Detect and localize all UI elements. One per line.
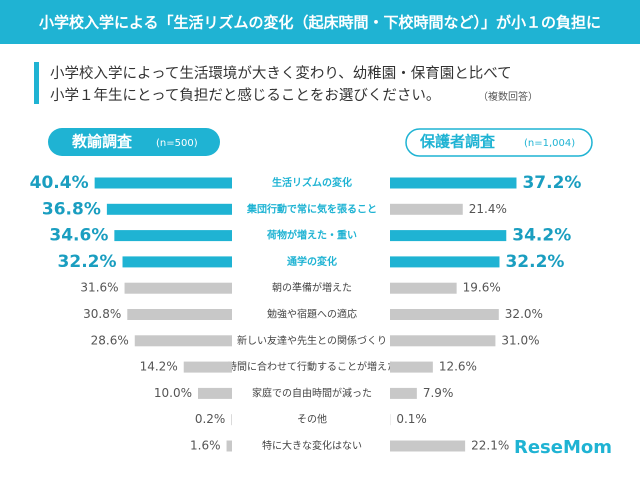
bar — [390, 440, 466, 452]
data-label: 0.2% — [195, 412, 226, 426]
bar — [94, 177, 232, 189]
data-label: 32.2% — [505, 252, 564, 272]
bar — [231, 414, 232, 426]
category-label: 時間に合わせて行動することが増えた — [227, 360, 397, 373]
data-label: 14.2% — [140, 360, 178, 374]
sample-size: (n=1,004) — [524, 138, 575, 149]
logo: ReseMom — [514, 437, 612, 458]
bar — [183, 361, 232, 373]
note: （複数回答） — [478, 90, 538, 103]
data-label: 31.0% — [501, 333, 539, 347]
data-label: 32.2% — [58, 252, 117, 272]
title-bar — [0, 0, 640, 44]
data-label: 28.6% — [91, 333, 129, 347]
category-label: 特に大きな変化はない — [262, 439, 362, 452]
data-label: 30.8% — [83, 307, 121, 321]
bar — [390, 256, 500, 268]
data-label: 34.2% — [512, 226, 571, 246]
category-label: 朝の準備が増えた — [272, 281, 352, 294]
data-label: 36.8% — [42, 199, 101, 219]
bar — [226, 440, 232, 452]
category-label: 生活リズムの変化 — [272, 176, 352, 189]
bar — [390, 309, 499, 320]
question-line: 小学１年生にとって負担だと感じることをお選びください。 — [50, 87, 440, 104]
series-header — [405, 128, 593, 157]
category-label: 家庭での自由時間が減った — [252, 386, 372, 399]
category-label: 新しい友達や先生との関係づくり — [237, 334, 387, 347]
bar — [390, 387, 417, 399]
data-label: 0.1% — [396, 412, 427, 426]
bar — [122, 256, 232, 268]
sample-size: (n=500) — [156, 138, 198, 149]
bar — [390, 177, 517, 189]
bar — [134, 335, 232, 347]
bar — [124, 282, 232, 294]
category-label: 集団行動で常に気を張ること — [246, 202, 377, 215]
data-label: 10.0% — [154, 386, 192, 400]
data-label: 19.6% — [463, 281, 501, 295]
bar — [390, 203, 463, 215]
series-header — [48, 128, 220, 156]
category-label: その他 — [297, 413, 327, 426]
bar — [390, 230, 507, 242]
data-label: 7.9% — [423, 386, 454, 400]
question-accent — [34, 62, 39, 104]
legend-label: 教諭調査 — [71, 133, 133, 151]
data-label: 37.2% — [522, 173, 581, 193]
bar — [390, 335, 496, 347]
data-label: 21.4% — [469, 202, 507, 216]
category-label: 通学の変化 — [287, 255, 337, 268]
chart-title: 小学校入学による「生活リズムの変化（起床時間・下校時間など）」が小１の負担に — [39, 14, 601, 32]
category-label: 荷物が増えた・重い — [266, 229, 357, 242]
data-label: 34.6% — [49, 226, 108, 246]
data-label: 1.6% — [190, 439, 221, 453]
data-label: 31.6% — [80, 281, 118, 295]
data-label: 40.4% — [30, 173, 89, 193]
bar — [390, 282, 457, 294]
legend-label: 保護者調査 — [419, 133, 496, 151]
category-label: 勉強や宿題への適応 — [267, 308, 357, 321]
bar — [198, 387, 232, 399]
data-label: 32.0% — [505, 307, 543, 321]
data-label: 12.6% — [439, 360, 477, 374]
data-label: 22.1% — [471, 439, 509, 453]
question-line: 小学校入学によって生活環境が大きく変わり、幼稚園・保育園と比べて — [50, 64, 512, 82]
bar — [127, 309, 232, 320]
bar — [390, 361, 433, 373]
bar — [106, 203, 232, 215]
bar — [114, 230, 232, 242]
